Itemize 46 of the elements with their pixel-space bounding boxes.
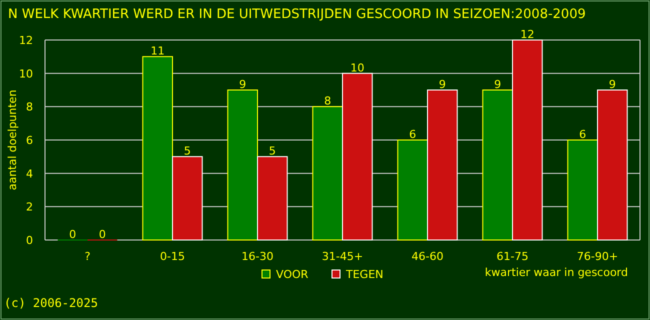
legend-label: VOOR [276, 268, 309, 281]
y-tick-label: 0 [26, 234, 33, 247]
bar [342, 72, 373, 240]
bar [227, 90, 258, 240]
data-label: 10 [350, 61, 364, 74]
bar [312, 106, 343, 240]
data-label: 9 [608, 78, 616, 91]
x-tick-label: 76-90+ [576, 250, 618, 263]
data-label: 5 [184, 144, 191, 158]
bar [597, 90, 628, 240]
chart-title: N WELK KWARTIER WERD ER IN DE UITWEDSTRIJDEN GESCOORD IN SEIZOEN:2008-2009 [8, 7, 586, 22]
data-label: 9 [494, 78, 502, 91]
y-tick-label: 10 [19, 67, 33, 80]
y-tick-label: 12 [19, 34, 33, 47]
x-tick-label: ? [84, 250, 91, 263]
data-label: 0 [98, 228, 106, 241]
bar [512, 40, 543, 240]
data-label: 9 [239, 78, 246, 91]
y-tick-label: 6 [26, 134, 33, 147]
bar [482, 90, 513, 240]
data-label: 9 [438, 78, 446, 91]
data-label: 0 [69, 228, 76, 241]
y-axis-title: aantal doelpunten [6, 90, 19, 190]
bar [567, 140, 598, 240]
x-tick-label: 31-45+ [322, 250, 364, 263]
x-tick-label: 61-75 [496, 250, 528, 263]
legend-label: TEGEN [345, 268, 384, 281]
x-tick-label: 0-15 [160, 250, 185, 263]
data-label: 6 [579, 128, 586, 141]
y-tick-label: 2 [26, 200, 33, 214]
bar [397, 140, 428, 240]
text: (c) 2006-2025 [4, 296, 98, 310]
data-label: 6 [409, 128, 416, 141]
x-tick-label: 16-30 [242, 250, 274, 263]
bar [172, 156, 203, 240]
data-label: 11 [150, 44, 165, 58]
bar [427, 90, 458, 240]
data-label: 5 [268, 144, 276, 158]
y-tick-label: 4 [26, 167, 33, 180]
data-label: 8 [324, 94, 332, 108]
bar [142, 56, 173, 240]
x-tick-label: 46-60 [412, 250, 444, 263]
data-label: 12 [520, 28, 534, 41]
x-axis-title: kwartier waar in gescoord [484, 266, 628, 279]
bar [257, 156, 288, 240]
y-tick-label: 8 [26, 100, 33, 114]
